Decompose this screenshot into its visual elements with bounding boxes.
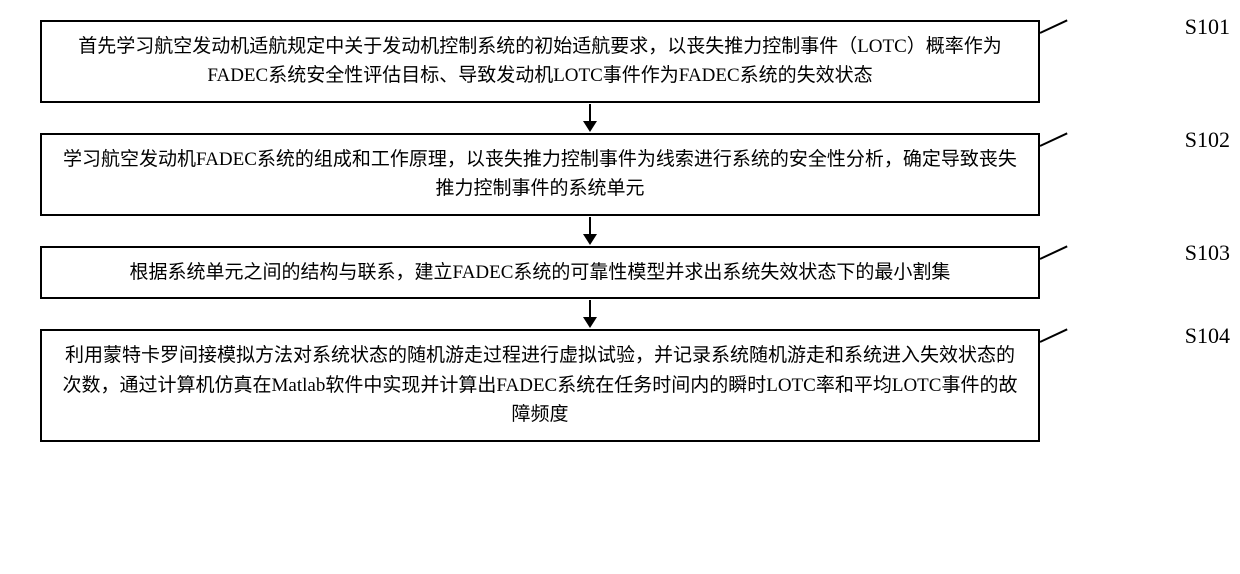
connector-line: [1040, 19, 1068, 33]
label-text: S102: [1185, 127, 1230, 153]
arrow-head-icon: [583, 121, 597, 132]
arrow-s101-s102: [583, 103, 597, 133]
step-row-s101: 首先学习航空发动机适航规定中关于发动机控制系统的初始适航要求，以丧失推力控制事件…: [40, 20, 1140, 103]
label-text: S103: [1185, 240, 1230, 266]
arrow-head-icon: [583, 234, 597, 245]
flowchart-container: 首先学习航空发动机适航规定中关于发动机控制系统的初始适航要求，以丧失推力控制事件…: [40, 20, 1140, 442]
arrow-shaft: [589, 217, 591, 235]
step-box-s102: 学习航空发动机FADEC系统的组成和工作原理，以丧失推力控制事件为线索进行系统的…: [40, 133, 1040, 216]
step-box-s104: 利用蒙特卡罗间接模拟方法对系统状态的随机游走过程进行虚拟试验，并记录系统随机游走…: [40, 329, 1040, 441]
step-label-s104: S104: [1185, 323, 1230, 349]
step-row-s102: 学习航空发动机FADEC系统的组成和工作原理，以丧失推力控制事件为线索进行系统的…: [40, 133, 1140, 216]
step-row-s103: 根据系统单元之间的结构与联系，建立FADEC系统的可靠性模型并求出系统失效状态下…: [40, 246, 1140, 299]
arrow-shaft: [589, 104, 591, 122]
step-label-s102: S102: [1185, 127, 1230, 153]
connector-line: [1040, 132, 1068, 146]
arrow-head-icon: [583, 317, 597, 328]
step-text: 利用蒙特卡罗间接模拟方法对系统状态的随机游走过程进行虚拟试验，并记录系统随机游走…: [63, 345, 1018, 425]
arrow-s103-s104: [583, 299, 597, 329]
arrow-s102-s103: [583, 216, 597, 246]
label-text: S101: [1185, 14, 1230, 40]
step-text: 首先学习航空发动机适航规定中关于发动机控制系统的初始适航要求，以丧失推力控制事件…: [78, 36, 1002, 86]
step-label-s103: S103: [1185, 240, 1230, 266]
step-text: 根据系统单元之间的结构与联系，建立FADEC系统的可靠性模型并求出系统失效状态下…: [130, 262, 951, 283]
step-box-s101: 首先学习航空发动机适航规定中关于发动机控制系统的初始适航要求，以丧失推力控制事件…: [40, 20, 1040, 103]
step-row-s104: 利用蒙特卡罗间接模拟方法对系统状态的随机游走过程进行虚拟试验，并记录系统随机游走…: [40, 329, 1140, 441]
connector-line: [1040, 245, 1068, 259]
arrow-shaft: [589, 300, 591, 318]
step-label-s101: S101: [1185, 14, 1230, 40]
step-box-s103: 根据系统单元之间的结构与联系，建立FADEC系统的可靠性模型并求出系统失效状态下…: [40, 246, 1040, 299]
step-text: 学习航空发动机FADEC系统的组成和工作原理，以丧失推力控制事件为线索进行系统的…: [63, 149, 1017, 199]
label-text: S104: [1185, 323, 1230, 349]
connector-line: [1040, 329, 1068, 343]
